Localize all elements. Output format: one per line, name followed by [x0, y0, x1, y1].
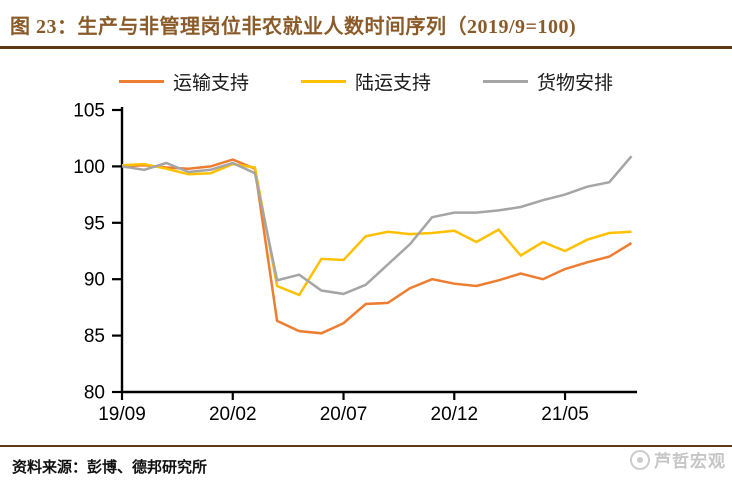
legend-swatch [483, 79, 528, 83]
title-divider [0, 46, 732, 49]
x-tick-label: 20/02 [209, 404, 257, 425]
x-tick-label: 20/12 [431, 404, 479, 425]
x-tick-label: 19/09 [98, 404, 146, 425]
y-tick-label: 85 [84, 326, 105, 347]
y-tick-label: 95 [84, 213, 105, 234]
watermark-icon [630, 449, 650, 470]
line-chart-svg: 80 85 90 95 100 105 19/09 20/02 20/07 20/12 21/05 [73, 101, 637, 425]
y-tick-label: 100 [73, 157, 105, 178]
series-line-2 [121, 155, 633, 296]
footer-divider [0, 445, 732, 447]
y-tick-label: 105 [73, 101, 105, 122]
series-line-0 [121, 158, 633, 335]
source-note: 资料来源：彭博、德邦研究所 [12, 460, 208, 476]
chart-legend: 运输支持 陆运支持 货物安排 [0, 66, 732, 96]
legend-swatch [300, 79, 346, 83]
x-tick-label: 21/05 [541, 404, 589, 425]
series-line-1 [121, 162, 632, 297]
legend-item-1: 陆运支持 [300, 68, 431, 95]
y-tick-label: 90 [84, 270, 105, 291]
legend-item-0: 运输支持 [118, 68, 249, 95]
watermark-text: 芦哲宏观 [654, 452, 726, 471]
watermark-logo: 芦哲宏观 [630, 447, 726, 472]
legend-label: 货物安排 [537, 72, 614, 94]
legend-label: 运输支持 [172, 72, 249, 94]
legend-label: 陆运支持 [354, 72, 431, 94]
legend-item-2: 货物安排 [483, 68, 613, 95]
x-tick-label: 20/07 [320, 404, 368, 425]
legend-swatch [118, 79, 164, 83]
y-tick-label: 80 [84, 383, 105, 404]
figure-title: 图 23：生产与非管理岗位非农就业人数时间序列（2019/9=100) [10, 16, 577, 38]
